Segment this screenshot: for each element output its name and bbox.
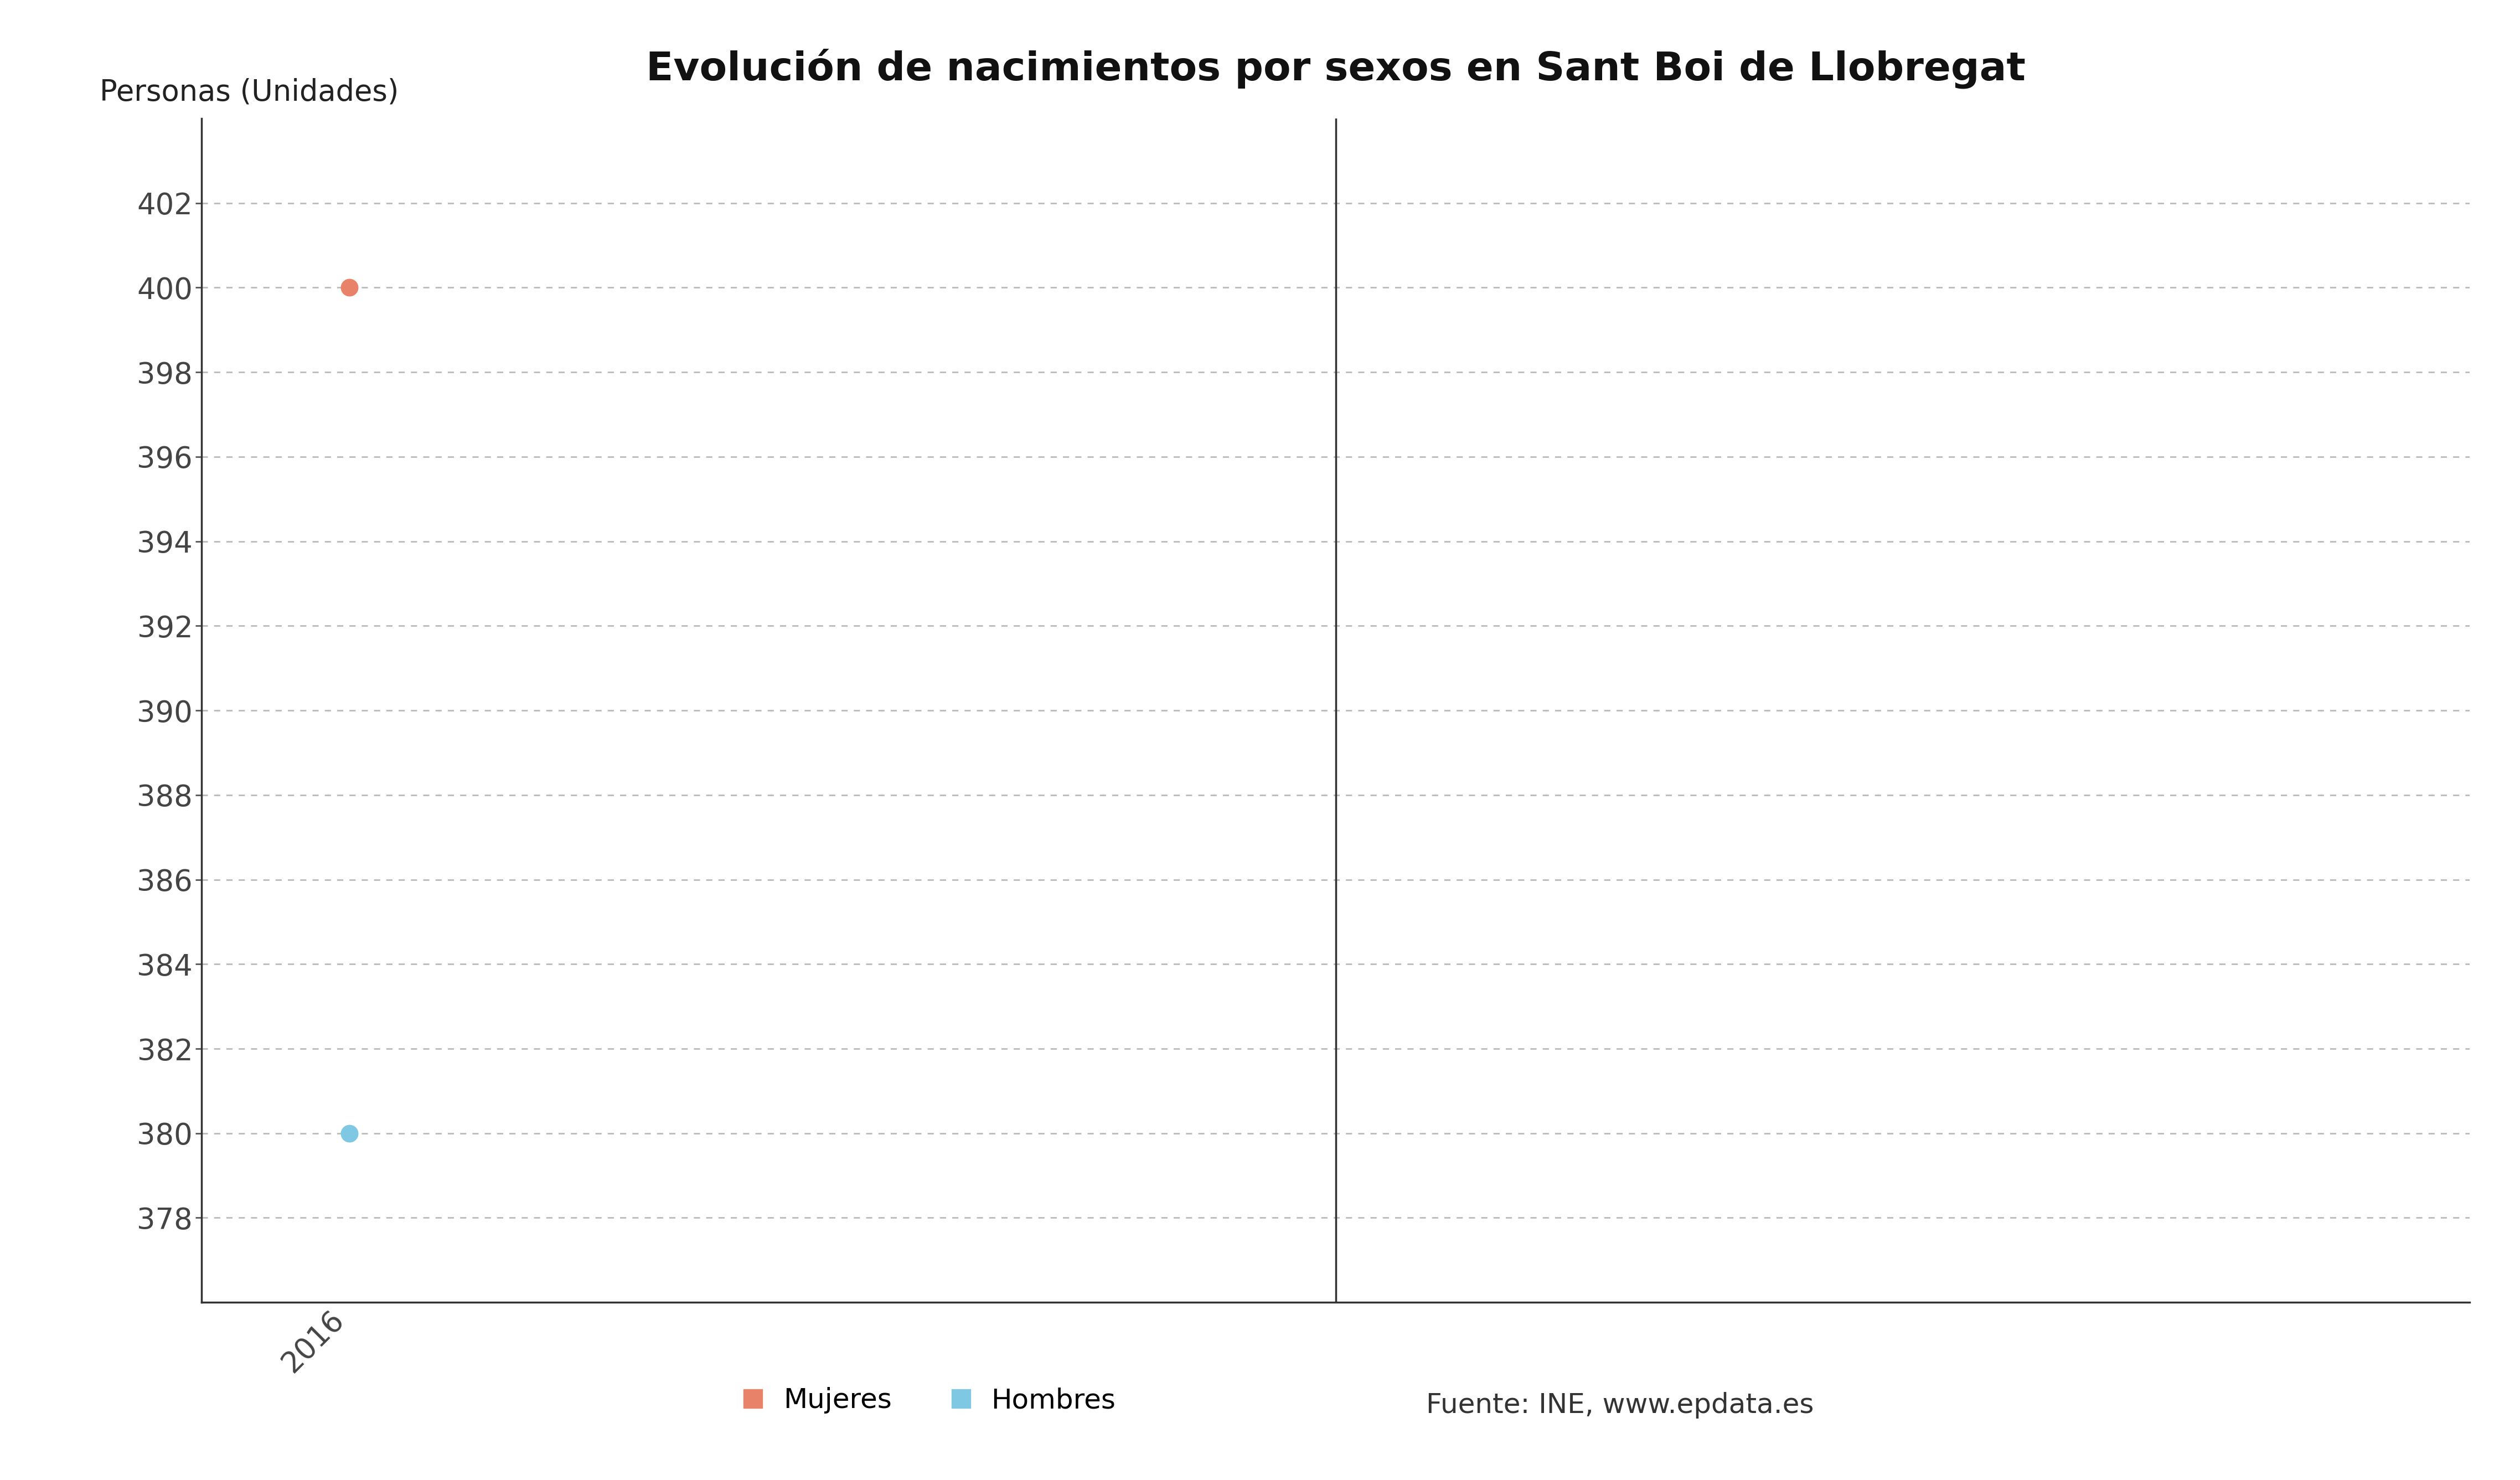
Title: Evolución de nacimientos por sexos en Sant Boi de Llobregat: Evolución de nacimientos por sexos en Sa… <box>645 49 2026 89</box>
Text: Personas (Unidades): Personas (Unidades) <box>101 78 398 107</box>
Text: Fuente: INE, www.epdata.es: Fuente: INE, www.epdata.es <box>1426 1393 1814 1419</box>
Legend: Mujeres, Hombres: Mujeres, Hombres <box>728 1376 1126 1425</box>
